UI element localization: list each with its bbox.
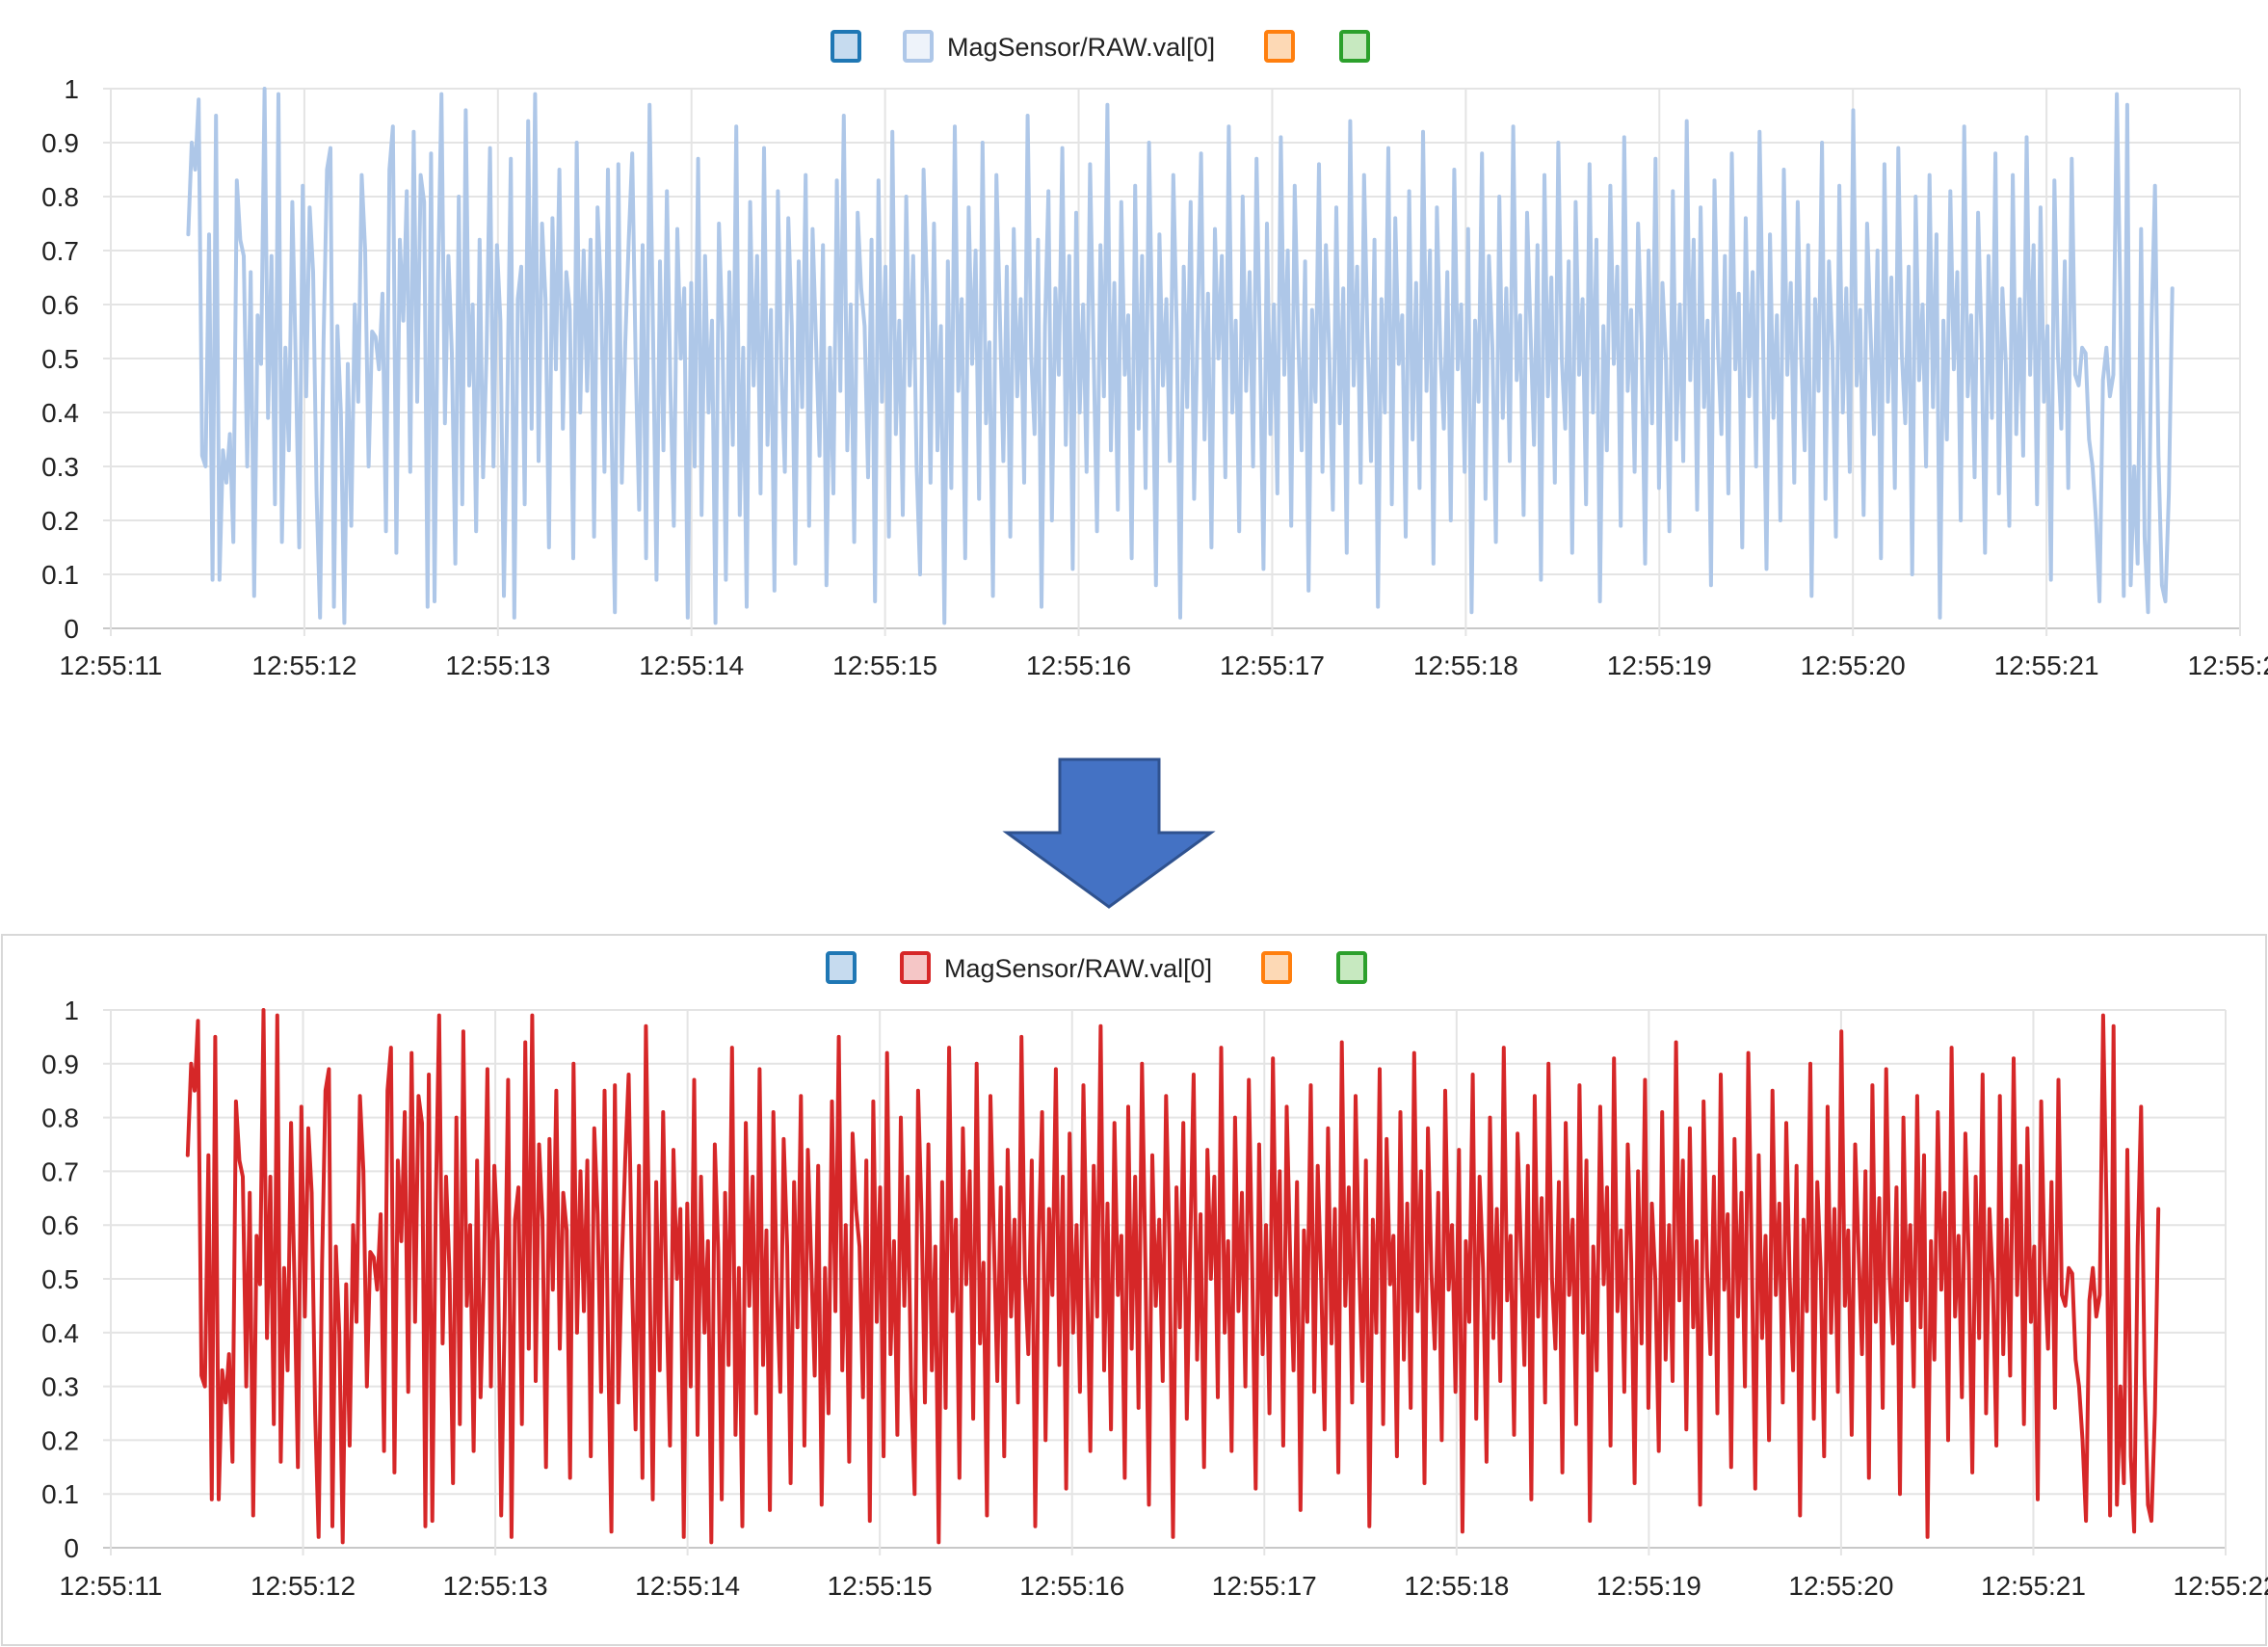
x-tick-label: 12:55:16 [1019,1571,1124,1601]
x-tick-label: 12:55:12 [251,1571,356,1601]
y-tick-label: 1 [64,996,79,1025]
y-tick-label: 0.9 [41,1049,79,1079]
legend-swatch[interactable] [900,951,931,984]
y-tick-label: 0.2 [41,506,79,536]
x-tick-label: 12:55:22 [2188,651,2268,680]
y-axis: 0 0.1 0.2 0.3 0.4 0.5 0.6 0.7 0.8 0.9 1 [41,996,79,1563]
y-tick-label: 0.2 [41,1425,79,1455]
y-tick-label: 0.3 [41,1372,79,1402]
y-tick-label: 0.6 [41,290,79,320]
legend-label[interactable]: MagSensor/RAW.val[0] [944,954,1212,983]
x-tick-label: 12:55:18 [1413,651,1518,680]
legend-swatch[interactable] [1339,30,1370,63]
x-tick-label: 12:55:17 [1212,1571,1317,1601]
x-tick-label: 12:55:11 [60,1571,163,1601]
y-tick-label: 0.8 [41,182,79,212]
y-tick-label: 0.7 [41,236,79,266]
y-tick-label: 0.5 [41,1264,79,1294]
y-tick-label: 0.7 [41,1156,79,1186]
y-tick-label: 0.1 [41,1479,79,1509]
chart-legend: MagSensor/RAW.val[0] [831,30,1370,63]
x-tick-label: 12:55:13 [443,1571,548,1601]
x-tick-label: 12:55:22 [2174,1571,2268,1601]
chart-after-frame [1,934,2267,1646]
x-tick-label: 12:55:14 [639,651,744,680]
x-axis: 12:55:11 12:55:12 12:55:13 12:55:14 12:55:15… [60,651,2268,680]
x-tick-label: 12:55:19 [1607,651,1712,680]
chart-plot-area [186,87,2175,625]
x-tick-label: 12:55:21 [1994,651,2099,680]
legend-swatch[interactable] [1336,951,1367,984]
legend-swatch[interactable] [1264,30,1295,63]
y-tick-label: 1 [64,74,79,104]
y-tick-label: 0.8 [41,1103,79,1133]
y-tick-label: 0 [64,1533,79,1563]
x-tick-label: 12:55:15 [828,1571,933,1601]
x-axis: 12:55:11 12:55:12 12:55:13 12:55:14 12:55:15… [60,1571,2268,1601]
y-tick-label: 0.9 [41,128,79,158]
x-tick-label: 12:55:18 [1404,1571,1509,1601]
y-tick-label: 0 [64,614,79,644]
legend-swatch[interactable] [1261,951,1292,984]
down-arrow-icon [1002,757,1216,909]
x-tick-label: 12:55:12 [251,651,356,680]
x-tick-label: 12:55:17 [1220,651,1325,680]
x-tick-label: 12:55:21 [1981,1571,2086,1601]
legend-swatch[interactable] [831,30,861,63]
chart-after: MagSensor/RAW.val[0] 0 0.1 0.2 0.3 0.4 0.5 0.6… [41,951,2268,1601]
y-tick-label: 0.4 [41,1318,79,1348]
legend-label[interactable]: MagSensor/RAW.val[0] [947,33,1215,62]
chart-plot-area [185,1008,2161,1545]
series-line-magsensor-raw-val0 [185,1008,2161,1545]
y-tick-label: 0.4 [41,398,79,428]
x-tick-label: 12:55:20 [1788,1571,1893,1601]
y-tick-label: 0.6 [41,1210,79,1240]
y-tick-label: 0.5 [41,344,79,374]
legend-swatch[interactable] [826,951,857,984]
x-tick-label: 12:55:19 [1596,1571,1701,1601]
chart-before: MagSensor/RAW.val[0] 0 0.1 0.2 0.3 0.4 0.5 0.6… [41,30,2268,680]
x-tick-label: 12:55:15 [832,651,937,680]
x-tick-label: 12:55:20 [1801,651,1906,680]
x-tick-label: 12:55:14 [635,1571,740,1601]
series-line-magsensor-raw-val0 [186,87,2175,625]
chart-legend: MagSensor/RAW.val[0] [826,951,1367,984]
x-tick-label: 12:55:13 [445,651,550,680]
y-tick-label: 0.3 [41,452,79,482]
x-tick-label: 12:55:11 [60,651,163,680]
y-tick-label: 0.1 [41,560,79,590]
legend-swatch[interactable] [903,30,934,63]
x-tick-label: 12:55:16 [1026,651,1131,680]
y-axis: 0 0.1 0.2 0.3 0.4 0.5 0.6 0.7 0.8 0.9 1 [41,74,79,644]
